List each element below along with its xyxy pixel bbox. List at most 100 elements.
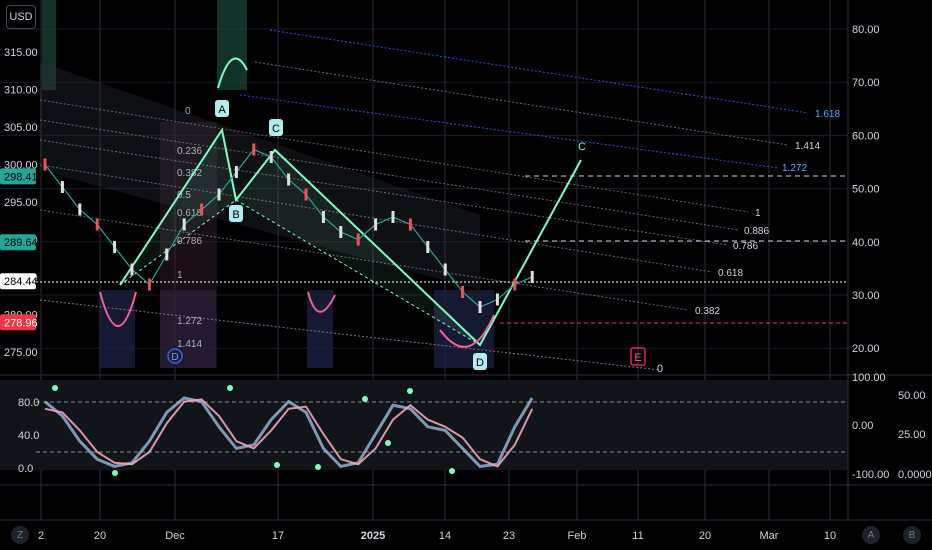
fib-retracement-label: 1.272 [177,316,202,327]
time-axis-label: 23 [503,530,515,542]
point-label-c-box [269,119,283,136]
fib-retracement-label: 0.5 [177,190,191,201]
fib-channel-label: 0.382 [695,306,720,317]
fib-channel-line [254,61,789,146]
price-tag-label: 284.44 [4,276,38,288]
time-axis-label: Feb [568,530,587,542]
time-axis-label: Mar [760,530,779,542]
candle [426,241,430,253]
candle [60,181,64,193]
b-button[interactable]: B [903,526,921,544]
fib-retracement-label: 1 [177,270,183,281]
osc-mid-tick: 0.00 [852,420,873,432]
left-axis-tick: 315.00 [4,47,38,59]
candle [269,151,273,163]
candle [78,203,82,216]
right-axis-tick: 30.00 [852,290,880,302]
right-axis-tick: 40.00 [852,237,880,249]
candle [287,173,291,186]
right-axis-tick: 50.00 [852,184,880,196]
time-axis-label: 20 [699,530,711,542]
candle [530,271,534,283]
point-label-c: C [272,123,280,135]
harmonic-pattern [99,57,582,348]
oscillator-pane [36,385,848,476]
fib-channel-line [239,94,779,169]
candle [495,293,499,306]
fib-channel-label: 1.618 [815,109,840,120]
osc-signal-dot [52,385,58,391]
osc-right-tick: 25.00 [898,429,926,441]
candle [43,158,47,171]
curve [217,57,248,89]
osc-signal-dot [449,468,455,474]
target-label: C [578,141,586,153]
pattern-line [235,199,481,346]
fib-channel-label: 0.886 [744,226,769,237]
fib-channel-line [269,29,809,114]
candle [408,218,412,231]
highlight-zone-bottom [160,290,216,368]
time-axis-label: 17 [272,530,284,542]
fib-channel-line [39,99,749,213]
curve [99,291,137,327]
fib-channel-line [39,119,739,231]
candle [95,218,99,231]
pattern-fill [120,130,236,285]
candle [339,226,343,238]
osc-signal-dot [315,464,321,470]
point-label-d: D [476,357,484,369]
currency-button[interactable]: USD [6,5,36,29]
candle [182,218,186,231]
time-axis-label: 2025 [361,530,385,542]
candle [356,233,360,246]
fib-channel-label: 0.786 [733,241,758,252]
osc-mid-tick: 100.00 [852,372,886,384]
candle [113,241,117,253]
candle [391,211,395,223]
fib-retracement-label: 0.236 [177,146,202,157]
candle [374,218,378,231]
channel-fill [40,62,480,290]
osc-left-tick: 80.0 [18,397,39,409]
candle [147,278,151,291]
candle [321,211,325,223]
candle [443,263,447,276]
shading-layer [0,0,932,486]
left-axis-tick: 305.00 [4,122,38,134]
z-button[interactable]: Z [11,526,29,544]
time-axis-label: 14 [439,530,451,542]
osc-left-tick: 0.0 [18,463,33,475]
left-axis-tick: 310.00 [4,85,38,97]
price-tag-label: 298.41 [4,171,38,183]
right-axis-tick: 70.00 [852,77,880,89]
curve [307,291,336,313]
fib-retracement-zone [160,122,217,368]
left-axis-tick: 295.00 [4,197,38,209]
osc-signal-dot [385,440,391,446]
curve [439,314,495,348]
labels: A B C D C D E 0 [167,100,663,375]
marker-e-label: E [634,352,641,364]
price-tag-label: 278.96 [4,317,38,329]
candle [513,278,517,291]
a-button[interactable]: A [862,526,880,544]
fib-retracement-label: 0.786 [177,236,202,247]
point-label-a: A [218,104,226,116]
price-tag [0,314,36,331]
fib-channel-label: 1 [755,208,761,219]
fib-retracement-label: 1.414 [177,339,202,350]
osc-mid-tick: -100.00 [852,469,889,481]
time-axis-label: 2 [38,530,44,542]
time-axis-label: 11 [632,530,643,542]
candle [304,188,308,201]
osc-signal-dot [227,385,233,391]
pattern-line [119,127,582,347]
osc-line [44,398,534,468]
fib-retracement-label: 0.382 [177,168,202,179]
fib-retracement-label: 0.618 [177,208,202,219]
right-axis-tick: 60.00 [852,130,880,142]
marker-zero-label: 0 [657,363,663,375]
